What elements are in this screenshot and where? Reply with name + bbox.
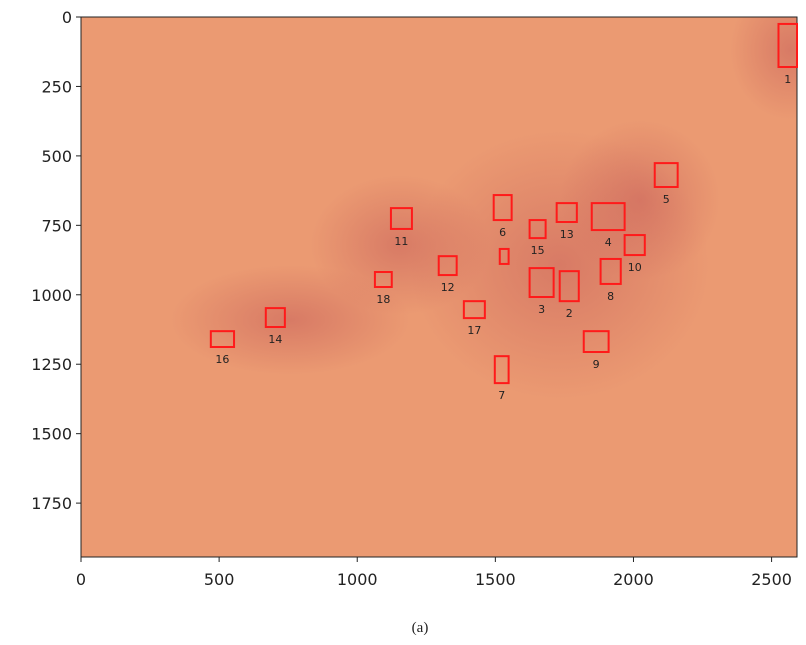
box-label: 10 <box>628 261 642 274</box>
box-label: 2 <box>566 307 573 320</box>
y-tick-label: 250 <box>41 77 72 96</box>
box-label: 9 <box>593 358 600 371</box>
y-tick-label: 1750 <box>31 494 72 513</box>
box-label: 5 <box>663 193 670 206</box>
box-label: 15 <box>531 244 545 257</box>
y-tick-label: 1000 <box>31 286 72 305</box>
y-tick-label: 0 <box>62 8 72 27</box>
box-label: 18 <box>376 293 390 306</box>
box-label: 13 <box>560 228 574 241</box>
box-label: 11 <box>394 235 408 248</box>
box-label: 6 <box>499 226 506 239</box>
box-label: 16 <box>215 353 229 366</box>
box-label: 14 <box>268 333 282 346</box>
x-tick-label: 2500 <box>751 570 792 589</box>
box-label: 12 <box>441 281 455 294</box>
x-tick-label: 1500 <box>475 570 516 589</box>
box-label: 17 <box>467 324 481 337</box>
box-label: 1 <box>784 73 791 86</box>
x-tick-label: 500 <box>204 570 235 589</box>
x-tick-label: 1000 <box>337 570 378 589</box>
caption: (a) <box>412 620 429 636</box>
x-tick-label: 2000 <box>613 570 654 589</box>
box-label: 4 <box>605 236 612 249</box>
x-tick-label: 0 <box>76 570 86 589</box>
figure: (a) 050010001500200025000250500750100012… <box>0 0 806 645</box>
box-label: 3 <box>538 303 545 316</box>
page: {"chart_data": {"type": "boxes", "captio… <box>0 0 806 645</box>
y-tick-label: 750 <box>41 216 72 235</box>
box-label: 8 <box>607 290 614 303</box>
y-tick-label: 1250 <box>31 355 72 374</box>
y-tick-label: 500 <box>41 147 72 166</box>
box-label: 7 <box>498 389 505 402</box>
y-tick-label: 1500 <box>31 425 72 444</box>
